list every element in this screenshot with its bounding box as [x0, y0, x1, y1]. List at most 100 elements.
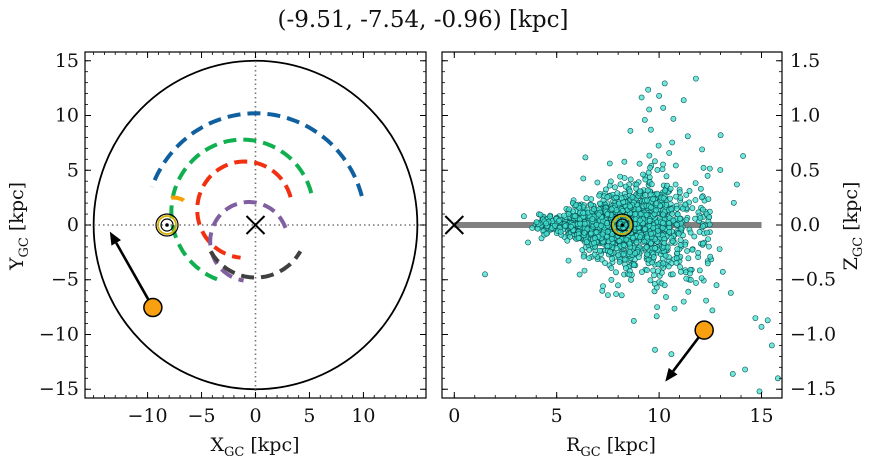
scatter-point — [582, 154, 589, 161]
scatter-point — [647, 277, 654, 284]
scatter-point — [608, 265, 615, 271]
scatter-point — [609, 255, 615, 262]
scatter-point — [655, 261, 662, 268]
scatter-point — [567, 233, 573, 240]
scatter-point — [709, 307, 716, 314]
scatter-point — [617, 173, 623, 180]
right-x-axis-label: RGC [kpc] — [566, 434, 656, 460]
scatter-point — [628, 276, 634, 283]
left-x-axis-label: XGC [kpc] — [210, 434, 299, 460]
scatter-point — [661, 80, 668, 87]
scatter-point — [605, 292, 611, 298]
scatter-point — [685, 255, 692, 262]
scatter-point — [650, 254, 657, 261]
scatter-point — [699, 146, 705, 153]
sun-gold-ring — [612, 215, 633, 235]
scatter-point — [557, 228, 564, 235]
scatter-point — [680, 97, 687, 104]
scatter-point — [675, 230, 682, 237]
scatter-point — [568, 223, 574, 230]
scatter-point — [604, 194, 611, 201]
scatter-point — [661, 239, 668, 246]
scatter-point — [537, 211, 544, 218]
y-tick-label: 15 — [55, 50, 79, 72]
scatter-point — [703, 297, 709, 304]
scatter-point — [596, 192, 603, 199]
scatter-point — [647, 164, 653, 171]
scatter-point — [637, 234, 643, 240]
x-tick-label: 5 — [303, 405, 315, 427]
scatter-point — [586, 255, 592, 261]
scatter-point — [650, 267, 657, 274]
sun-outer-ring — [155, 213, 179, 237]
scatter-point — [639, 269, 645, 275]
scatter-point — [650, 224, 657, 231]
velocity-arrow-shaft — [115, 242, 155, 309]
scatter-point — [677, 215, 683, 222]
scatter-point — [608, 276, 615, 283]
scatter-point — [621, 256, 628, 263]
scatter-point — [612, 184, 618, 191]
scatter-point — [706, 165, 713, 172]
scatter-point — [689, 246, 696, 253]
scatter-point — [648, 204, 654, 211]
scatter-point — [671, 305, 678, 312]
scatter-point — [613, 291, 619, 297]
scatter-point — [656, 92, 662, 99]
object-position-marker — [694, 320, 714, 340]
scatter-point — [627, 203, 633, 210]
scatter-point — [642, 176, 649, 183]
scatter-point — [699, 194, 705, 201]
scatter-point — [613, 207, 620, 213]
scatter-point — [672, 181, 679, 188]
scatter-point — [677, 195, 684, 201]
scatter-point — [644, 187, 651, 194]
scatter-point — [561, 212, 568, 219]
scatter-point — [586, 246, 593, 253]
scatter-point — [654, 166, 661, 173]
scatter-point — [727, 289, 734, 296]
scatter-point — [692, 197, 699, 203]
scatter-point — [646, 152, 653, 159]
scatter-point — [627, 176, 634, 183]
y-tick-label: −15 — [39, 378, 79, 400]
scatter-point — [620, 251, 627, 258]
scatter-point — [669, 139, 676, 146]
y-tick-label: 1.5 — [790, 50, 820, 72]
scatter-point — [687, 229, 694, 236]
scatter-point — [580, 253, 587, 260]
scatter-point — [572, 213, 578, 219]
scatter-point — [591, 240, 597, 246]
scatter-point — [607, 248, 613, 255]
scatter-point — [685, 288, 692, 295]
scatter-point — [716, 246, 723, 252]
scatter-point — [623, 265, 629, 271]
scatter-point — [608, 206, 615, 213]
scatter-point — [672, 162, 679, 169]
x-tick-label: 10 — [351, 405, 375, 427]
x-tick-label: 5 — [551, 405, 563, 427]
scatter-point — [704, 260, 711, 267]
scatter-point — [599, 287, 606, 294]
scatter-point — [683, 192, 690, 198]
velocity-arrow-head — [665, 367, 678, 382]
scatter-point — [602, 260, 608, 266]
scatter-point — [700, 206, 706, 213]
scatter-point — [643, 244, 650, 251]
scatter-point — [666, 228, 673, 235]
scatter-point — [604, 228, 611, 235]
scatter-point — [640, 171, 646, 178]
scatter-point — [660, 195, 667, 202]
scatter-point — [589, 216, 596, 222]
scatter-point — [652, 158, 658, 165]
scatter-point — [575, 235, 582, 241]
scatter-point — [668, 351, 675, 358]
scatter-point — [588, 196, 595, 202]
scatter-point — [706, 243, 712, 250]
scatter-point — [692, 215, 698, 222]
scatter-point — [666, 150, 673, 156]
spiral-arm-arc-1 — [150, 111, 364, 197]
scatter-point — [632, 250, 639, 257]
object-position-marker — [143, 297, 163, 318]
scatter-point — [742, 366, 748, 373]
